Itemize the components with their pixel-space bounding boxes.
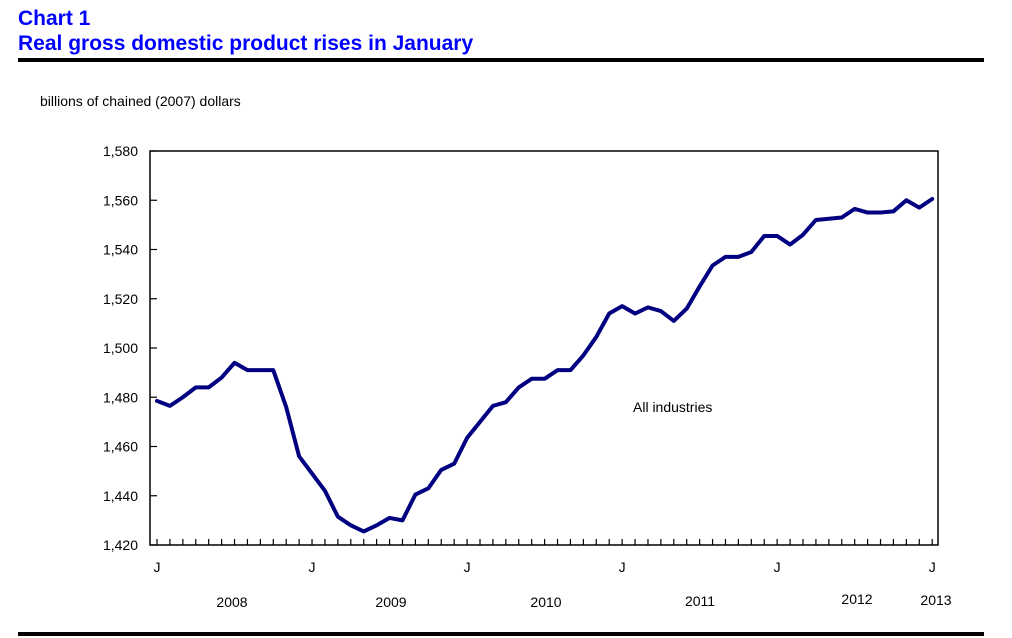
x-year-label: 2010 xyxy=(530,594,561,610)
series-annotation: All industries xyxy=(633,399,712,415)
x-year-label: 2012 xyxy=(841,591,872,607)
series-layer xyxy=(155,197,935,534)
title-block: Chart 1 Real gross domestic product rise… xyxy=(18,6,473,56)
y-tick-label: 1,440 xyxy=(103,488,138,504)
chart-number: Chart 1 xyxy=(18,7,91,30)
x-year-label: 2009 xyxy=(375,594,406,610)
chart-title: Real gross domestic product rises in Jan… xyxy=(18,32,474,55)
x-tick-label-j: J xyxy=(619,559,626,575)
x-tick-label-j: J xyxy=(929,559,936,575)
x-tick-label-j: J xyxy=(464,559,471,575)
x-year-label: 2011 xyxy=(685,593,715,609)
x-tick-label-j: J xyxy=(774,559,781,575)
y-tick-label: 1,500 xyxy=(103,340,138,356)
y-tick-label: 1,520 xyxy=(103,291,138,307)
y-axis: 1,420 1,440 1,460 1,480 1,500 1,520 1,540 1,560… xyxy=(103,143,157,553)
y-tick-label: 1,460 xyxy=(103,439,138,455)
top-rule xyxy=(18,58,984,62)
plot-frame xyxy=(149,150,939,546)
x-tick-label-j: J xyxy=(309,559,316,575)
y-axis-label: billions of chained (2007) dollars xyxy=(40,93,241,109)
y-tick-label: 1,420 xyxy=(103,537,138,553)
x-year-label: 2013 xyxy=(920,592,951,608)
bottom-rule xyxy=(18,632,984,636)
y-tick-label: 1,560 xyxy=(103,192,138,208)
y-tick-label: 1,480 xyxy=(103,389,138,405)
x-tick-label-j: J xyxy=(154,559,161,575)
x-year-label: 2008 xyxy=(216,594,247,610)
y-tick-label: 1,540 xyxy=(103,242,138,258)
y-tick-label: 1,580 xyxy=(103,143,138,159)
x-axis: J J J J J J 2008 2009 2010 2011 2012 2013 xyxy=(154,539,952,610)
series-line-all-industries xyxy=(155,197,935,534)
